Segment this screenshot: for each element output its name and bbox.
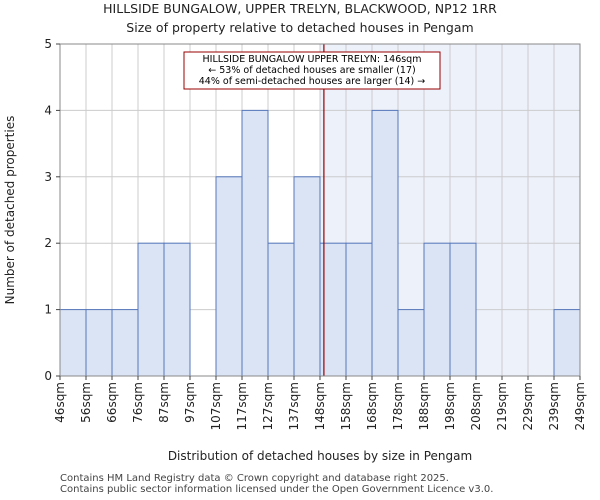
- bar-158sqm: [345, 242, 373, 377]
- chart-subtitle: Size of property relative to detached ho…: [126, 20, 473, 35]
- footer-line-1: Contains HM Land Registry data © Crown c…: [60, 473, 449, 484]
- x-tick-label-15: 198sqm: [443, 382, 457, 430]
- bar-56sqm: [85, 309, 113, 377]
- bar-127sqm: [267, 242, 295, 377]
- x-tick-label-10: 148sqm: [313, 382, 327, 430]
- bar-46sqm: [59, 309, 87, 377]
- chart-title: HILLSIDE BUNGALOW, UPPER TRELYN, BLACKWO…: [103, 1, 497, 16]
- bar-66sqm: [111, 309, 139, 377]
- bar-117sqm: [241, 109, 269, 377]
- bar-137sqm: [293, 176, 321, 377]
- annotation-line-2: ← 53% of detached houses are smaller (17…: [208, 65, 415, 76]
- footer-line-2: Contains public sector information licen…: [60, 484, 494, 495]
- annotation-box: HILLSIDE BUNGALOW UPPER TRELYN: 146sqm ←…: [183, 51, 441, 90]
- x-tick-label-5: 97sqm: [183, 382, 197, 423]
- bar-198sqm: [449, 242, 477, 377]
- bar-76sqm: [137, 242, 165, 377]
- annotation-line-1: HILLSIDE BUNGALOW UPPER TRELYN: 146sqm: [203, 54, 422, 65]
- bar-239sqm: [553, 309, 581, 377]
- x-tick-label-7: 117sqm: [235, 382, 249, 430]
- x-tick-label-20: 249sqm: [573, 382, 587, 430]
- bar-107sqm: [215, 176, 243, 377]
- bar-188sqm: [423, 242, 451, 377]
- x-axis-label: Distribution of detached houses by size …: [168, 449, 472, 463]
- bar-168sqm: [371, 109, 399, 377]
- x-tick-label-13: 178sqm: [391, 382, 405, 430]
- x-tick-label-18: 229sqm: [521, 382, 535, 430]
- x-tick-label-14: 188sqm: [417, 382, 431, 430]
- bar-178sqm: [397, 309, 425, 377]
- x-tick-label-4: 87sqm: [157, 382, 171, 423]
- x-tick-label-9: 137sqm: [287, 382, 301, 430]
- x-tick-label-17: 219sqm: [495, 382, 509, 430]
- x-tick-label-2: 66sqm: [105, 382, 119, 423]
- y-tick-label-2: 2: [44, 236, 52, 250]
- x-tick-label-6: 107sqm: [209, 382, 223, 430]
- bar-87sqm: [163, 242, 191, 377]
- x-tick-label-12: 168sqm: [365, 382, 379, 430]
- x-tick-label-11: 158sqm: [339, 382, 353, 430]
- x-tick-label-3: 76sqm: [131, 382, 145, 423]
- y-tick-label-4: 4: [44, 103, 52, 117]
- annotation-line-3: 44% of semi-detached houses are larger (…: [199, 76, 426, 87]
- y-tick-label-5: 5: [44, 37, 52, 51]
- y-axis-label: Number of detached properties: [3, 116, 17, 305]
- x-tick-label-19: 239sqm: [547, 382, 561, 430]
- x-tick-label-8: 127sqm: [261, 382, 275, 430]
- x-tick-label-0: 46sqm: [53, 382, 67, 423]
- y-tick-label-1: 1: [44, 303, 52, 317]
- y-tick-label-3: 3: [44, 170, 52, 184]
- x-tick-label-1: 56sqm: [79, 382, 93, 423]
- annotation-frame: [183, 51, 441, 90]
- x-tick-label-16: 208sqm: [469, 382, 483, 430]
- y-tick-label-0: 0: [44, 369, 52, 383]
